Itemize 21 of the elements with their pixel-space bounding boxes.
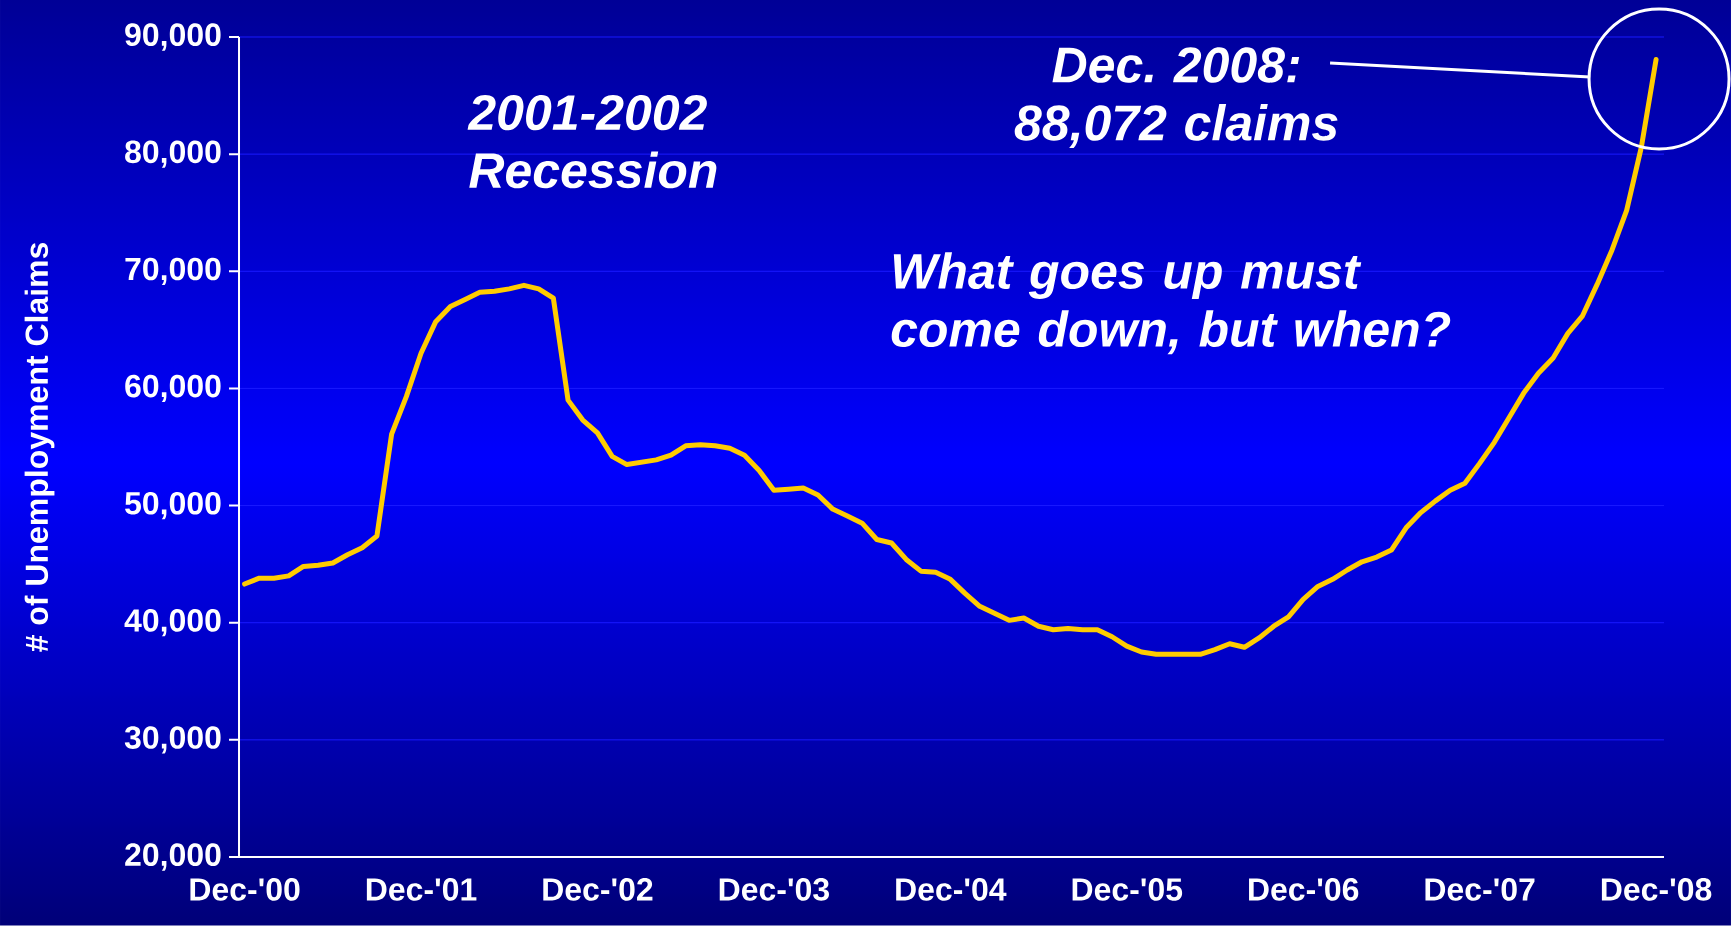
annotation: 2001-2002 Recession	[467, 94, 717, 189]
x-tick-label: Dec-'01	[366, 878, 477, 901]
y-axis-title: # of Unemployment Claims	[24, 242, 55, 652]
x-tick-label: Dec-'04	[896, 878, 1007, 901]
x-tick-label: Dec-'07	[1425, 878, 1535, 901]
x-tick-label: Dec-'06	[1249, 878, 1359, 901]
x-tick-label: Dec-'08	[1601, 878, 1712, 901]
y-tick-label: 20,000	[125, 843, 221, 871]
x-tick-label: Dec-'05	[1072, 878, 1183, 901]
y-tick-label: 70,000	[125, 257, 221, 285]
y-tick-label: 90,000	[125, 23, 221, 51]
y-tick-label: 30,000	[124, 726, 221, 754]
y-tick-label: 40,000	[124, 609, 221, 637]
annotation: Dec. 2008: 88,072 claims	[1014, 47, 1338, 148]
x-tick-label: Dec-'00	[190, 878, 300, 901]
annotation: What goes up must come down, but when?	[891, 252, 1451, 355]
x-tick-label: Dec-'02	[543, 878, 653, 901]
x-tick-label: Dec-'03	[719, 878, 829, 901]
y-tick-label: 50,000	[125, 491, 221, 520]
y-tick-label: 80,000	[125, 140, 221, 168]
y-tick-label: 60,000	[125, 374, 221, 403]
